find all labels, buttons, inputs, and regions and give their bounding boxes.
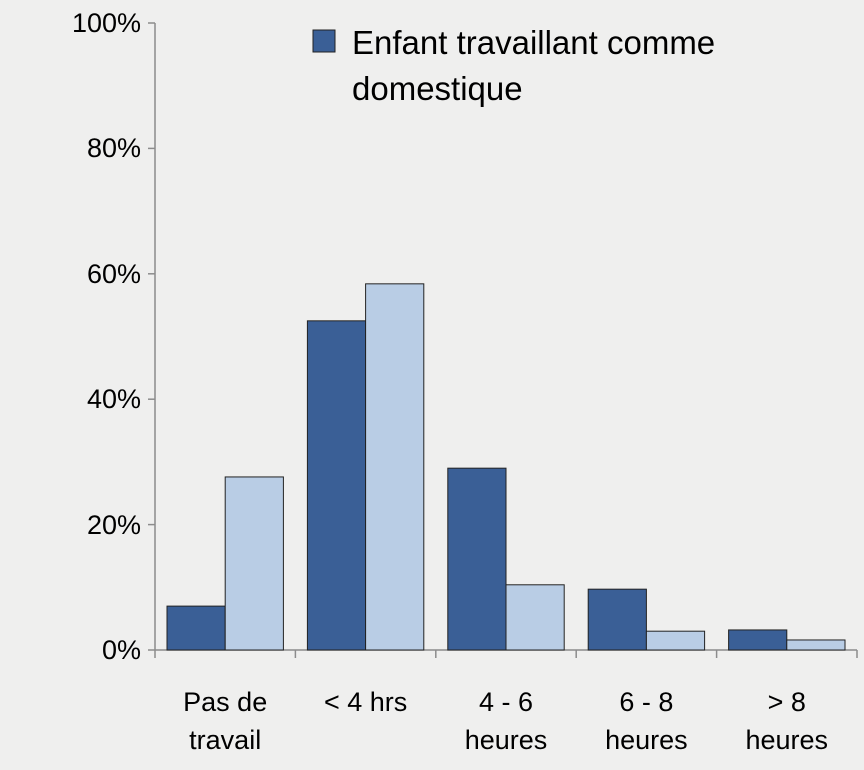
bar (646, 631, 704, 650)
x-tick-label: > 8 heures (717, 683, 857, 759)
y-tick-label: 0% (102, 631, 141, 669)
x-tick-label: 4 - 6 heures (436, 683, 576, 759)
bar (366, 284, 424, 650)
bar (167, 606, 225, 650)
bar (506, 585, 564, 650)
bar (588, 589, 646, 650)
bar (225, 477, 283, 650)
y-tick-label: 80% (87, 129, 141, 167)
y-tick-label: 60% (87, 255, 141, 293)
bar (729, 630, 787, 650)
y-tick-label: 100% (72, 4, 141, 42)
bar (787, 640, 845, 650)
x-tick-label: < 4 hrs (295, 683, 435, 721)
legend-label: Enfant travaillant comme domestique (352, 20, 852, 112)
y-tick-label: 20% (87, 506, 141, 544)
bar (307, 321, 365, 650)
x-tick-label: Pas de travail (155, 683, 295, 759)
bar (448, 468, 506, 650)
y-tick-label: 40% (87, 380, 141, 418)
x-tick-label: 6 - 8 heures (576, 683, 716, 759)
legend-swatch (313, 30, 335, 52)
chart: 0% 20% 40% 60% 80% 100% Pas de travail< 4 hrs4… (0, 0, 864, 770)
